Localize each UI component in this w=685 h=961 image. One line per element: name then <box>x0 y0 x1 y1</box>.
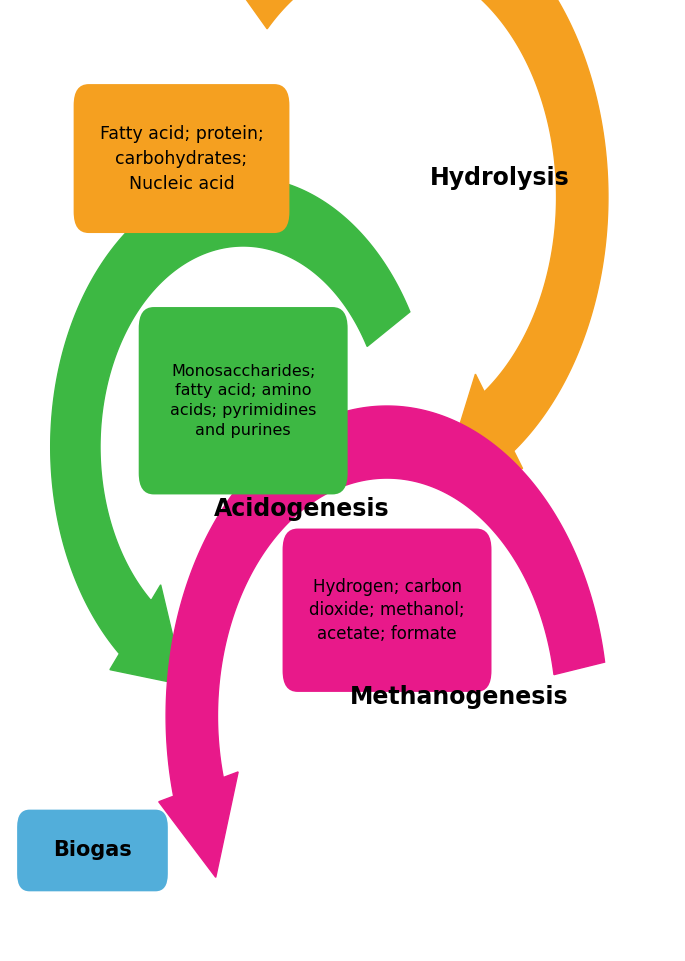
Polygon shape <box>51 177 410 685</box>
Text: Acidogenesis: Acidogenesis <box>214 498 389 521</box>
Text: Monosaccharides;
fatty acid; amino
acids; pyrimidines
and purines: Monosaccharides; fatty acid; amino acids… <box>170 363 316 438</box>
Text: Fatty acid; protein;
carbohydrates;
Nucleic acid: Fatty acid; protein; carbohydrates; Nucl… <box>99 125 264 192</box>
Text: Biogas: Biogas <box>53 841 132 860</box>
FancyBboxPatch shape <box>282 529 492 692</box>
FancyBboxPatch shape <box>17 809 168 892</box>
Text: Hydrolysis: Hydrolysis <box>430 166 570 189</box>
Polygon shape <box>231 0 608 475</box>
Text: Hydrogen; carbon
dioxide; methanol;
acetate; formate: Hydrogen; carbon dioxide; methanol; acet… <box>309 578 465 643</box>
FancyBboxPatch shape <box>74 84 289 233</box>
Polygon shape <box>159 407 605 877</box>
FancyBboxPatch shape <box>138 308 347 494</box>
Text: Methanogenesis: Methanogenesis <box>349 685 569 708</box>
